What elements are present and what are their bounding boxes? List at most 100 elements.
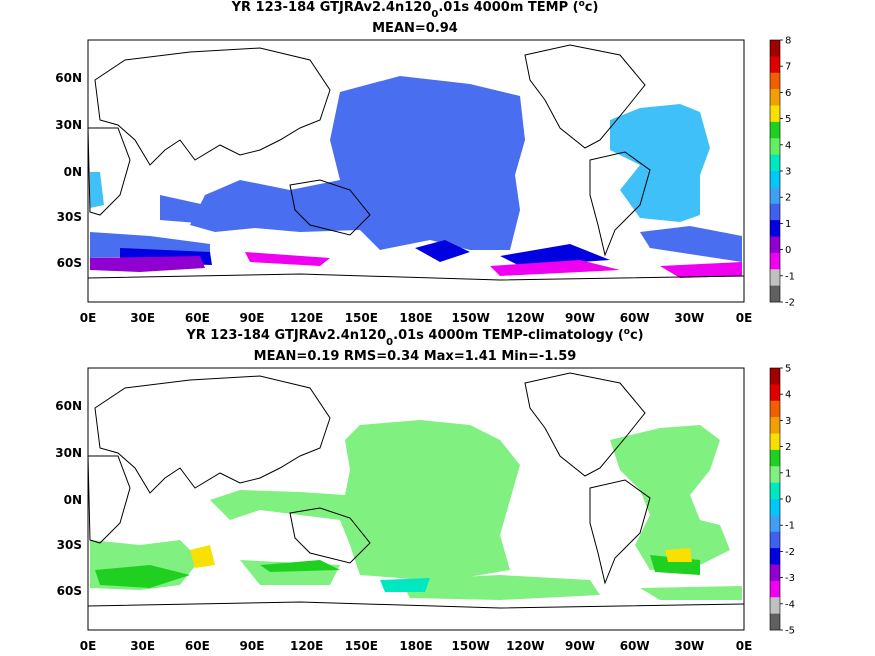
panel-1-colorbar-swatch (770, 121, 780, 139)
panel-1-colorbar-swatch (770, 220, 780, 237)
panel-1-lon-label: 150W (452, 311, 490, 325)
panel-2-coastlines (87, 372, 745, 609)
panel-1-lat-label: 30N (55, 118, 82, 132)
panel-2-colorbar-swatch (770, 433, 780, 451)
panel-1-lon-label: 0E (736, 311, 753, 325)
panel-2-field-cyan (380, 578, 430, 592)
panel-1-lat-label: 60S (57, 256, 82, 270)
panel-2-colorbar-swatch (770, 531, 780, 549)
panel-1-field-cyan-ind (90, 172, 104, 208)
panel-1-coastlines (87, 44, 745, 281)
panel-1-colorbar-swatch (770, 105, 780, 123)
panel-1-colorbar-swatch (770, 138, 780, 155)
panel-2-colorbar-tick: 2 (785, 442, 791, 453)
panel-1: YR 123-184 GTJRAv2.4n1200.01s 4000m TEMP… (55, 0, 795, 325)
panel-2-stats: MEAN=0.19 RMS=0.34 Max=1.41 Min=-1.59 (254, 349, 577, 364)
panel-1-colorbar-swatch (770, 40, 780, 57)
panel-2-field-lightgreen-so2 (400, 575, 600, 600)
panel-1-lon-label: 30E (130, 311, 155, 325)
panel-2-lon-label: 90E (240, 639, 265, 653)
panel-2-lat-label: 30N (55, 446, 82, 460)
panel-2-colorbar-swatch (770, 564, 780, 582)
panel-1-lon-label: 150E (345, 311, 378, 325)
panel-1-colorbar-swatch (770, 285, 780, 303)
panel-2-lat-label: 30S (57, 538, 82, 552)
panel-1-lon-label: 0E (80, 311, 97, 325)
panel-2-colorbar-swatch (770, 482, 780, 500)
panel-2-colorbar-swatch (770, 548, 780, 565)
panel-2-colorbar-swatch (770, 400, 780, 418)
panel-1-field-magenta-3 (660, 262, 742, 278)
panel-2-colorbar-tick: 1 (785, 468, 791, 479)
panel-2-field-yellow-2 (665, 548, 692, 562)
panel-1-lat-axis: 60N 30N 0N 30S 60S (55, 71, 82, 270)
panel-2-field-green-2 (260, 560, 340, 572)
panel-1-colorbar-tick: 7 (785, 62, 791, 73)
panel-2-colorbar-tick: -3 (785, 573, 795, 584)
panel-2-colorbar-tick: 4 (785, 390, 791, 401)
panel-2-lon-label: 30E (130, 639, 155, 653)
panel-2-colorbar-swatch (770, 499, 780, 516)
panel-1-colorbar-tick: 3 (785, 167, 791, 178)
panel-2-lon-label: 90W (565, 639, 595, 653)
panel-2-lat-label: 60S (57, 584, 82, 598)
panel-2: YR 123-184 GTJRAv2.4n1200.01s 4000m TEMP… (55, 327, 795, 653)
panel-1-lat-label: 60N (55, 71, 82, 85)
panel-2-field-lightgreen-se (640, 586, 742, 600)
panel-1-colorbar-tick: 1 (785, 219, 791, 230)
panel-1-colorbar-tick: 2 (785, 193, 791, 204)
panel-1-lon-label: 90E (240, 311, 265, 325)
panel-1-colorbar-tick: 5 (785, 114, 791, 125)
panel-2-lon-label: 120W (506, 639, 544, 653)
panel-2-colorbar-tick: 0 (785, 495, 791, 506)
panel-2-colorbar-swatch (770, 384, 780, 402)
panel-1-colorbar-swatch (770, 203, 780, 221)
panel-1-lon-label: 180E (399, 311, 432, 325)
panel-2-map (87, 367, 745, 631)
panel-1-field-darkblue-3 (500, 244, 610, 266)
panel-1-colorbar-swatch (770, 154, 780, 172)
panel-1-colorbar-tick: 0 (785, 245, 791, 256)
panel-1-colorbar-swatch (770, 72, 780, 90)
panel-2-lon-label: 120E (290, 639, 323, 653)
panel-1-field-purple (90, 256, 205, 272)
panel-2-colorbar-swatch (770, 449, 780, 467)
panel-1-colorbar-tick: -2 (785, 298, 795, 309)
panel-2-colorbar-tick: -5 (785, 626, 795, 637)
panel-2-field-lightgreen-pacific (210, 420, 520, 582)
panel-1-colorbar-swatch (770, 89, 780, 106)
panel-2-colorbar-tick: -1 (785, 521, 795, 532)
panel-1-colorbar: 8 7 6 5 4 3 2 1 0 -1 -2 (769, 36, 795, 309)
panel-2-field-yellow-1 (190, 545, 215, 568)
panel-2-colorbar-swatch (770, 515, 780, 533)
panel-1-stats: MEAN=0.94 (372, 21, 458, 36)
panel-1-lat-label: 0N (64, 165, 82, 179)
panel-2-lon-label: 60E (185, 639, 210, 653)
panel-2-lat-label: 0N (64, 493, 82, 507)
panel-1-lon-axis: 0E 30E 60E 90E 120E 150E 180E 150W 120W 90W 60W 30W… (80, 311, 753, 325)
panel-2-lat-axis: 60N 30N 0N 30S 60S (55, 399, 82, 598)
panel-2-colorbar-swatch (770, 613, 780, 631)
panel-1-colorbar-swatch (770, 171, 780, 188)
panel-2-field-lightgreen-atl (610, 425, 730, 570)
panel-2-lon-label: 150E (345, 639, 378, 653)
panel-1-lon-label: 60W (620, 311, 650, 325)
panel-1-lon-label: 30W (674, 311, 704, 325)
panel-2-colorbar-swatch (770, 417, 780, 434)
panel-2-colorbar-swatch (770, 597, 780, 614)
panel-1-colorbar-tick: 4 (785, 140, 791, 151)
panel-2-lon-label: 0E (736, 639, 753, 653)
panel-2-lon-label: 0E (80, 639, 97, 653)
panel-1-field-blue-sa (640, 226, 742, 262)
panel-1-lon-label: 120E (290, 311, 323, 325)
panel-1-colorbar-swatch (770, 187, 780, 205)
panel-1-field-blue-sw (160, 195, 210, 224)
panel-1-lon-label: 120W (506, 311, 544, 325)
panel-2-lat-label: 60N (55, 399, 82, 413)
panel-1-colorbar-swatch (770, 56, 780, 74)
panel-1-colorbar-tick: 6 (785, 88, 791, 99)
panel-1-colorbar-swatch (770, 252, 780, 270)
panel-2-colorbar-swatch (770, 466, 780, 483)
panel-2-lon-axis: 0E 30E 60E 90E 120E 150E 180E 150W 120W 90W 60W 30W… (80, 639, 753, 653)
